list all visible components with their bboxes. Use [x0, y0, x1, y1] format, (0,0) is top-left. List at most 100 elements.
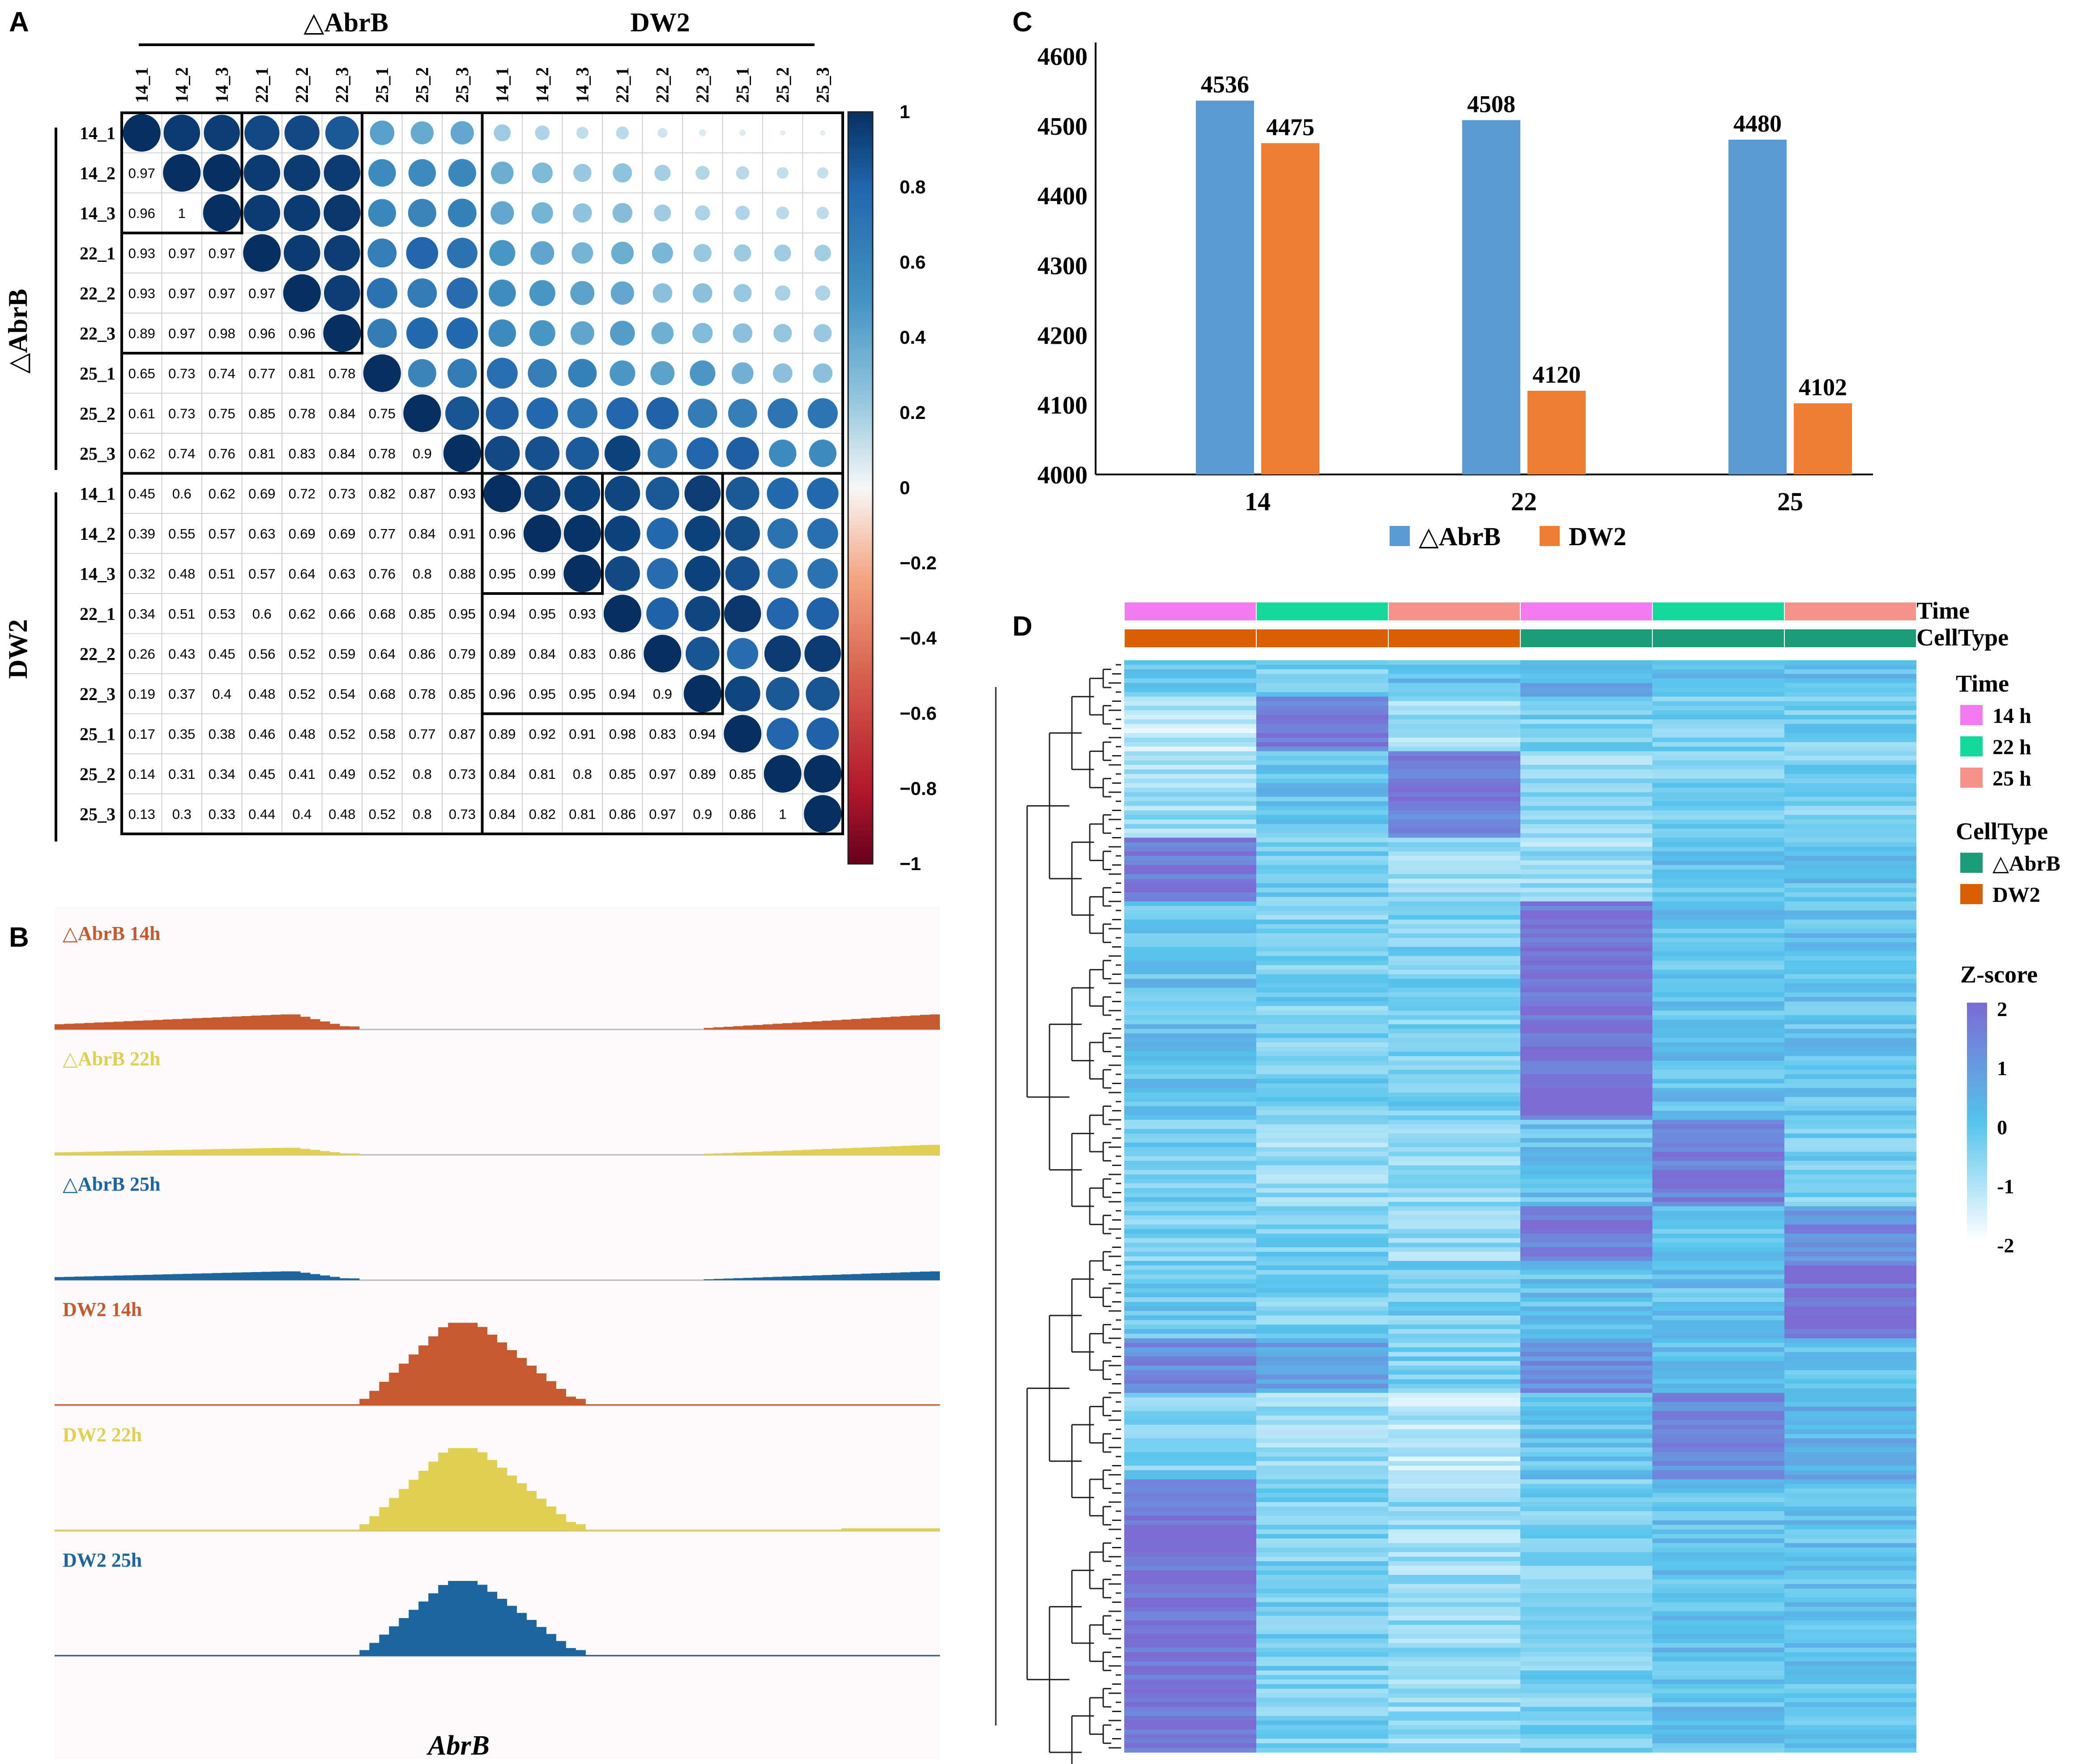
heatmap-cell	[1784, 1265, 1916, 1270]
heatmap-cell	[1388, 1720, 1520, 1726]
heatmap-cell	[1652, 1447, 1784, 1452]
heatmap-cell	[1652, 1333, 1784, 1339]
correlation-circle	[445, 396, 479, 431]
heatmap-cell	[1784, 1648, 1916, 1653]
heatmap-cell	[1124, 1625, 1256, 1630]
heatmap-cell	[1256, 1384, 1388, 1389]
correlation-circle	[403, 394, 441, 432]
heatmap-cell	[1520, 829, 1652, 833]
correlation-circle	[773, 324, 792, 342]
heatmap-cell	[1388, 1452, 1520, 1457]
heatmap-cell	[1256, 719, 1388, 724]
correlation-circle	[768, 558, 798, 589]
heatmap-cell	[1256, 1138, 1388, 1143]
heatmap-cell	[1388, 1465, 1520, 1471]
heatmap-cell	[1124, 919, 1256, 925]
heatmap-cell	[1520, 1425, 1652, 1430]
heatmap-cell	[1520, 1133, 1652, 1139]
heatmap-cell	[1784, 1447, 1916, 1452]
heatmap-cell	[1652, 938, 1784, 943]
heatmap-cell	[1388, 829, 1520, 833]
heatmap-cell	[1124, 1529, 1256, 1534]
heatmap-cell	[1256, 797, 1388, 802]
heatmap-cell	[1124, 947, 1256, 952]
correlation-circle	[203, 194, 241, 232]
correlation-value: 0.91	[569, 726, 596, 742]
correlation-value: 0.3	[172, 806, 192, 822]
correlation-value: 0.84	[409, 526, 435, 542]
heatmap-cell	[1256, 1165, 1388, 1170]
correlation-value: 0.56	[248, 646, 275, 662]
heatmap-cell	[1256, 983, 1388, 988]
correlation-value: 0.85	[248, 406, 275, 421]
correlation-value: 0.9	[413, 446, 432, 461]
heatmap-cell	[1388, 1556, 1520, 1562]
heatmap-cell	[1256, 1534, 1388, 1539]
heatmap-cell	[1256, 1365, 1388, 1371]
heatmap-cell	[1520, 1347, 1652, 1352]
correlation-value: 0.73	[449, 766, 476, 782]
heatmap-cell	[1388, 756, 1520, 761]
heatmap-cell	[1784, 1179, 1916, 1184]
y-tick-label: 4500	[1037, 113, 1088, 141]
heatmap-cell	[1652, 724, 1784, 729]
heatmap-cell	[1388, 1474, 1520, 1480]
correlation-value: 0.45	[209, 646, 235, 662]
heatmap-cell	[1124, 1579, 1256, 1585]
heatmap-cell	[1520, 1661, 1652, 1666]
heatmap-cell	[1652, 1520, 1784, 1525]
heatmap-cell	[1124, 1224, 1256, 1230]
heatmap-cell	[1124, 851, 1256, 856]
heatmap-cell	[1652, 1197, 1784, 1202]
correlation-value: 0.19	[128, 686, 155, 702]
heatmap-cell	[1124, 1234, 1256, 1239]
correlation-value: 0.51	[209, 566, 235, 581]
heatmap-cell	[1784, 851, 1916, 856]
heatmap-cell	[1124, 1415, 1256, 1421]
correlation-circle	[775, 285, 790, 301]
heatmap-cell	[1520, 1147, 1652, 1152]
correlation-value: 0.86	[729, 806, 756, 822]
heatmap-cell	[1520, 1083, 1652, 1089]
heatmap-cell	[1388, 833, 1520, 838]
heatmap-cell	[1388, 1511, 1520, 1516]
heatmap-cell	[1652, 942, 1784, 948]
heatmap-cell	[1520, 942, 1652, 948]
heatmap-cell	[1388, 1616, 1520, 1621]
heatmap-cell	[1256, 933, 1388, 938]
heatmap-cell	[1256, 1020, 1388, 1025]
heatmap-cell	[1784, 1024, 1916, 1029]
heatmap-cell	[1784, 1229, 1916, 1234]
heatmap-cell	[1256, 1274, 1388, 1280]
heatmap-cell	[1520, 1725, 1652, 1730]
heatmap-cell	[1520, 1161, 1652, 1166]
heatmap-cell	[1388, 1561, 1520, 1566]
heatmap-cell	[1124, 801, 1256, 806]
heatmap-cell	[1256, 910, 1388, 915]
legend-time-swatch	[1960, 768, 1983, 788]
heatmap-cell	[1256, 665, 1388, 670]
heatmap-cell	[1784, 1634, 1916, 1639]
heatmap-cell	[1388, 1229, 1520, 1234]
heatmap-cell	[1388, 824, 1520, 829]
heatmap-cell	[1520, 678, 1652, 683]
correlation-circle	[610, 360, 636, 386]
heatmap-cell	[1256, 1111, 1388, 1116]
heatmap-cell	[1520, 983, 1652, 988]
heatmap-cell	[1124, 1133, 1256, 1139]
heatmap-cell	[1388, 1670, 1520, 1675]
heatmap-cell	[1784, 1297, 1916, 1303]
heatmap-cell	[1256, 1356, 1388, 1362]
heatmap-cell	[1256, 1616, 1388, 1621]
heatmap-cell	[1784, 1065, 1916, 1070]
heatmap-cell	[1124, 1375, 1256, 1380]
heatmap-cell	[1124, 1051, 1256, 1057]
legend-time-swatch	[1960, 736, 1983, 756]
heatmap-cell	[1388, 1092, 1520, 1098]
heatmap-cell	[1784, 1083, 1916, 1089]
heatmap-cell	[1520, 970, 1652, 975]
heatmap-cell	[1388, 1347, 1520, 1352]
heatmap-cell	[1520, 978, 1652, 984]
heatmap-cell	[1124, 669, 1256, 675]
correlation-circle	[485, 436, 520, 471]
